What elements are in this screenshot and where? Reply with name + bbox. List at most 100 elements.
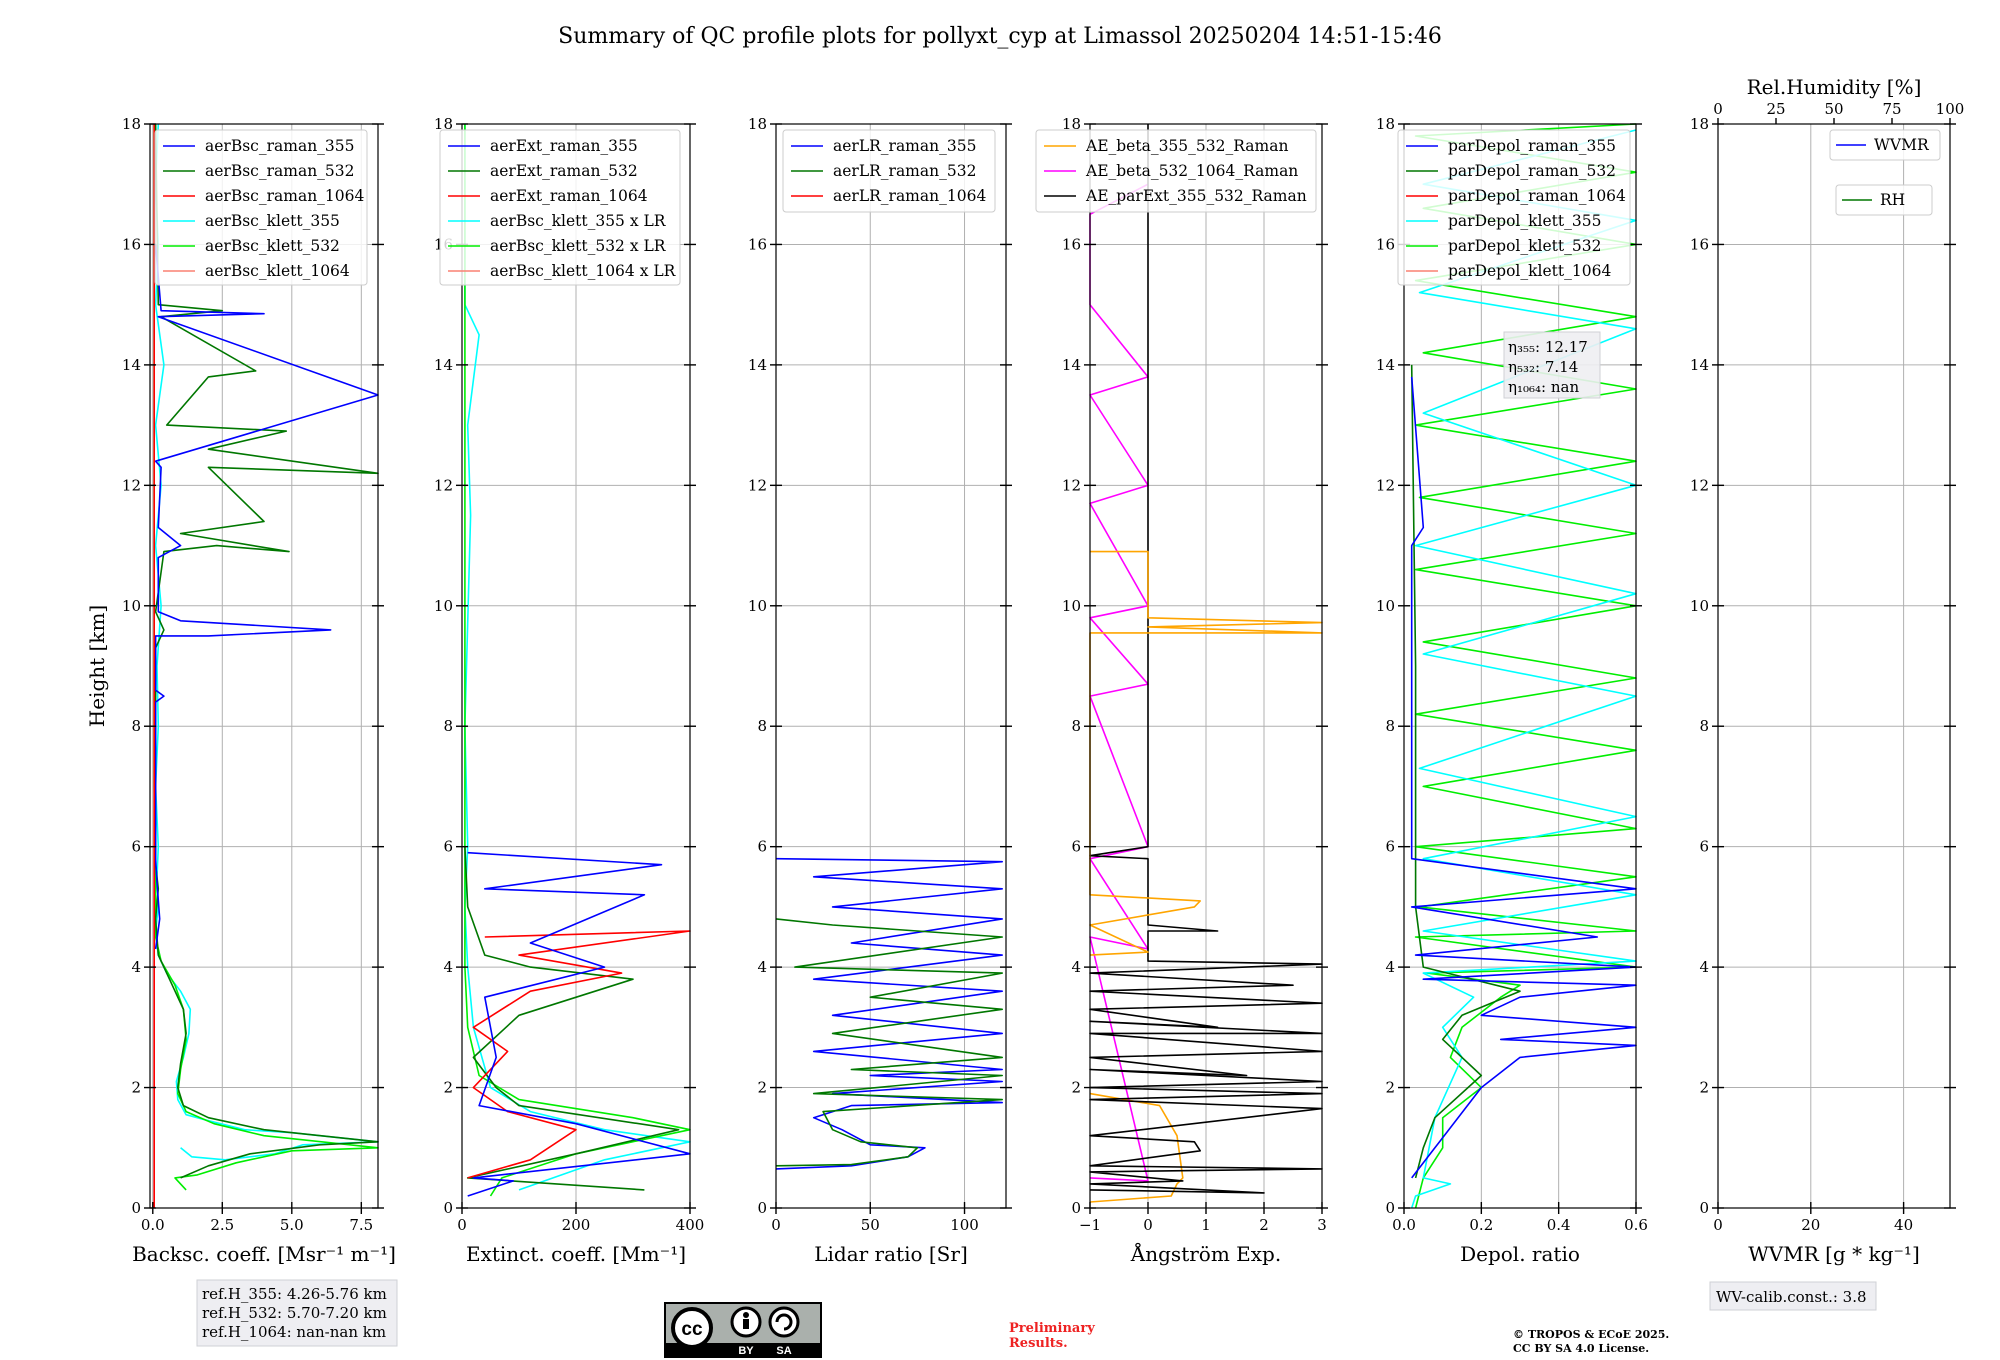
secondary-xtick-label: 25 <box>1766 100 1785 118</box>
ytick-label: 8 <box>443 717 453 735</box>
legend-entry: AE_parExt_355_532_Raman <box>1085 187 1307 205</box>
ytick-label: 6 <box>131 838 141 856</box>
legend-entry: aerBsc_klett_532 <box>205 237 340 255</box>
xtick-label: 0.0 <box>141 1216 165 1234</box>
ytick-label: 4 <box>443 958 453 976</box>
ytick-label: 12 <box>122 476 141 494</box>
xtick-label: 20 <box>1801 1216 1820 1234</box>
ytick-label: 2 <box>1385 1079 1395 1097</box>
ytick-label: 6 <box>1699 838 1709 856</box>
xtick-label: 3 <box>1317 1216 1327 1234</box>
legend-entry: aerBsc_klett_1064 <box>205 262 350 280</box>
ref-heights-box: ref.H_355: 4.26-5.76 km ref.H_532: 5.70-… <box>196 1279 398 1347</box>
ref-height-1064: ref.H_1064: nan-nan km <box>202 1323 386 1341</box>
ytick-label: 0 <box>1071 1199 1081 1217</box>
ytick-label: 10 <box>122 597 141 615</box>
ytick-label: 6 <box>1385 838 1395 856</box>
xtick-label: 2.5 <box>210 1216 234 1234</box>
ytick-label: 8 <box>1071 717 1081 735</box>
copyright-line-2: CC BY SA 4.0 License. <box>1513 1342 1649 1355</box>
legend-entry: aerLR_raman_355 <box>833 137 976 155</box>
cc-license-badge: cc BY SA <box>664 1302 822 1358</box>
xtick-label: 2 <box>1259 1216 1269 1234</box>
legend-entry: aerBsc_klett_355 x LR <box>490 212 667 230</box>
xtick-label: 200 <box>562 1216 591 1234</box>
eta-value: η₃₅₅: 12.17 <box>1508 338 1588 356</box>
legend-entry: aerLR_raman_1064 <box>833 187 986 205</box>
preliminary-label-2: Results. <box>1009 1336 1068 1351</box>
ytick-label: 16 <box>748 235 767 253</box>
copyright-line-1: © TROPOS & ECoE 2025. <box>1513 1328 1669 1341</box>
axes-frame <box>149 123 379 1209</box>
ytick-label: 4 <box>1699 958 1709 976</box>
ytick-label: 12 <box>434 476 453 494</box>
legend-entry: aerExt_raman_532 <box>490 162 638 180</box>
series-parDepol_raman_532 <box>1410 364 1521 1179</box>
ytick-label: 2 <box>131 1079 141 1097</box>
figure-title: Summary of QC profile plots for pollyxt_… <box>558 24 1442 49</box>
ytick-label: 10 <box>1690 597 1709 615</box>
legend-entry: aerBsc_raman_1064 <box>205 187 365 205</box>
legend-entry: aerLR_raman_532 <box>833 162 976 180</box>
preliminary-label-1: Preliminary <box>1009 1321 1095 1336</box>
eta-annotation: η₃₅₅: 12.17 η₅₃₂: 7.14 η₁₀₆₄: nan <box>1503 331 1601 399</box>
xtick-label: 400 <box>676 1216 705 1234</box>
ytick-label: 18 <box>1376 115 1395 133</box>
ytick-label: 18 <box>748 115 767 133</box>
legend-entry: parDepol_raman_355 <box>1448 137 1616 155</box>
ytick-label: 2 <box>757 1079 767 1097</box>
secondary-xtick-label: 100 <box>1936 100 1965 118</box>
xtick-label: 0.2 <box>1469 1216 1493 1234</box>
legend-extinction: aerExt_raman_355 aerExt_raman_532 aerExt_r… <box>439 129 681 286</box>
y-axis-label: Height [km] <box>85 605 109 727</box>
ytick-label: 6 <box>1071 838 1081 856</box>
legend-entry: WVMR <box>1874 136 1930 154</box>
ytick-label: 8 <box>1699 717 1709 735</box>
ytick-label: 14 <box>122 356 141 374</box>
secondary-xtick-label: 50 <box>1824 100 1843 118</box>
ytick-label: 0 <box>443 1199 453 1217</box>
ref-height-355: ref.H_355: 4.26-5.76 km <box>202 1285 387 1303</box>
ref-height-532: ref.H_532: 5.70-7.20 km <box>202 1304 387 1322</box>
x-axis-label: WVMR [g * kg⁻¹] <box>1748 1242 1920 1266</box>
axes-frame <box>775 123 1007 1209</box>
legend-frame <box>782 129 996 213</box>
x-axis-label: Depol. ratio <box>1460 1242 1580 1266</box>
ytick-label: 12 <box>1062 476 1081 494</box>
legend-entry: RH <box>1880 191 1905 209</box>
ytick-label: 2 <box>443 1079 453 1097</box>
ytick-label: 0 <box>1385 1199 1395 1217</box>
legend-depol: parDepol_raman_355 parDepol_raman_532 parD… <box>1397 129 1631 286</box>
secondary-xtick-label: 0 <box>1713 100 1723 118</box>
ytick-label: 2 <box>1699 1079 1709 1097</box>
ytick-label: 18 <box>122 115 141 133</box>
xtick-label: 0 <box>457 1216 467 1234</box>
ytick-label: 10 <box>748 597 767 615</box>
ytick-label: 10 <box>1376 597 1395 615</box>
panel-depol: 0 2 4 6 8 10 12 14 16 18 0.0 0.2 0.4 0.6 Depol. ratio p… <box>1376 115 1648 1266</box>
ytick-label: 0 <box>1699 1199 1709 1217</box>
legend-entry: aerBsc_klett_1064 x LR <box>490 262 677 280</box>
xtick-label: 0.0 <box>1392 1216 1416 1234</box>
legend-entry: parDepol_klett_355 <box>1448 212 1601 230</box>
sa-share-icon <box>768 1306 800 1338</box>
series-aerExt_raman_1064 <box>467 930 691 1179</box>
ytick-label: 16 <box>1376 235 1395 253</box>
legend-wvmr: WVMR RH <box>1829 129 1941 216</box>
ytick-label: 8 <box>1385 717 1395 735</box>
xtick-label: 1 <box>1201 1216 1211 1234</box>
ytick-label: 8 <box>757 717 767 735</box>
series-aerBsc_klett_355 x LR <box>464 124 691 1191</box>
legend-entry: parDepol_raman_532 <box>1448 162 1616 180</box>
legend-entry: aerBsc_raman_532 <box>205 162 355 180</box>
series-aerExt_raman_532 <box>464 846 680 1191</box>
legend-frame <box>154 129 368 286</box>
series-aerBsc_raman_355 <box>154 244 379 950</box>
legend-entry: aerExt_raman_355 <box>490 137 638 155</box>
legend-frame <box>1835 184 1933 216</box>
ytick-label: 0 <box>131 1199 141 1217</box>
ytick-label: 14 <box>434 356 453 374</box>
xtick-label: 5.0 <box>280 1216 304 1234</box>
eta-value: η₁₀₆₄: nan <box>1508 378 1579 396</box>
